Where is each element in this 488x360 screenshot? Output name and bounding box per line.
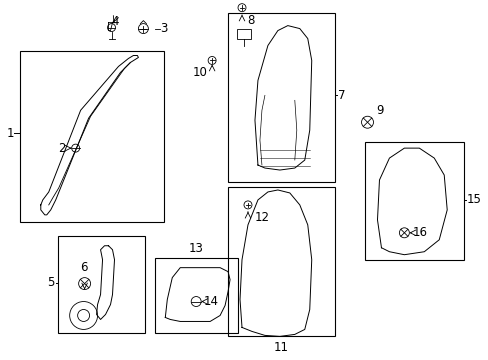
Text: 4: 4 <box>112 15 119 28</box>
Bar <box>155 258 238 333</box>
Text: 1: 1 <box>6 127 14 140</box>
Text: 15: 15 <box>466 193 481 206</box>
Text: 3: 3 <box>160 22 167 35</box>
Text: 12: 12 <box>254 211 269 224</box>
Text: 11: 11 <box>273 341 288 354</box>
Bar <box>227 187 334 336</box>
Text: 16: 16 <box>411 226 427 239</box>
Text: 5: 5 <box>47 276 55 289</box>
Text: 13: 13 <box>188 242 203 255</box>
Bar <box>58 236 145 333</box>
Text: 6: 6 <box>80 261 87 274</box>
Text: 8: 8 <box>246 14 254 27</box>
Bar <box>227 13 334 182</box>
Bar <box>20 50 164 222</box>
Bar <box>364 142 463 260</box>
Text: 10: 10 <box>192 66 207 79</box>
Text: 14: 14 <box>203 295 219 308</box>
Bar <box>237 28 250 39</box>
Text: 2: 2 <box>58 141 65 155</box>
Text: 7: 7 <box>337 89 345 102</box>
Text: 9: 9 <box>376 104 383 117</box>
